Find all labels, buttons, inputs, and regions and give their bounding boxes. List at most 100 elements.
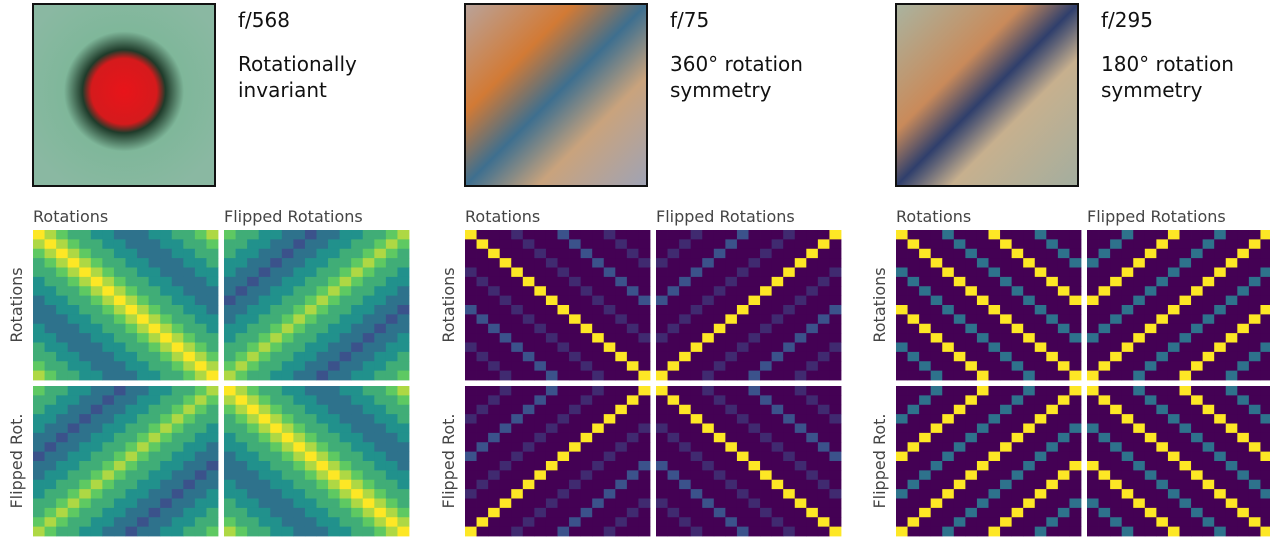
heatmap-cell (137, 498, 150, 509)
heatmap-cell (1000, 239, 1013, 250)
heatmap-cell (385, 423, 398, 434)
heatmap-cell (667, 230, 680, 240)
heatmap-cell (667, 414, 680, 424)
heatmap-cell (465, 286, 477, 297)
heatmap-cell (171, 351, 184, 362)
heatmap-cell (557, 258, 570, 268)
heatmap-cell (488, 470, 501, 481)
heatmap-cell (511, 286, 524, 297)
heatmap-cell (247, 423, 260, 434)
heatmap-cell (125, 404, 138, 415)
heatmap-cell (56, 489, 69, 499)
heatmap-cell (1023, 248, 1036, 259)
heatmap-cell (1260, 361, 1270, 372)
heatmap-cell (511, 386, 524, 396)
heatmap-cell (328, 333, 341, 343)
heatmap-cell (1202, 423, 1215, 434)
heatmap-cell (656, 333, 668, 343)
heatmap-cell (736, 342, 749, 353)
heatmap-cell (125, 230, 138, 240)
heatmap-cell (224, 333, 236, 343)
heatmap-cell (1156, 286, 1169, 297)
heatmap-cell (1034, 342, 1047, 353)
heatmap-cell (67, 267, 80, 278)
heatmap-cell (258, 517, 271, 528)
heatmap-cell (656, 507, 668, 518)
heatmap-cell (511, 423, 524, 434)
heatmap-cell (748, 470, 761, 481)
heatmap-cell (1000, 314, 1013, 325)
heatmap-cell (270, 323, 283, 334)
heatmap-cell (385, 404, 398, 415)
heatmap-cell (690, 395, 703, 406)
heatmap-cell (760, 517, 773, 528)
heatmap-cell (592, 258, 605, 268)
heatmap-cell (1202, 323, 1215, 334)
heatmap-cell (385, 489, 398, 499)
heatmap-cell (1069, 239, 1082, 250)
column-label: Flipped Rotations (224, 207, 363, 226)
heatmap-cell (351, 323, 364, 334)
heatmap-cell (1087, 323, 1099, 334)
heatmap-cell (362, 248, 375, 259)
heatmap-cell (679, 479, 692, 490)
heatmap-cell (667, 461, 680, 471)
heatmap-cell (638, 414, 651, 424)
heatmap-cell (206, 323, 219, 334)
heatmap-cell (339, 461, 352, 471)
heatmap-cell (907, 442, 920, 453)
heatmap-cell (113, 442, 126, 453)
heatmap-cell (511, 230, 524, 240)
heatmap-cell (736, 230, 749, 240)
heatmap-cell (1225, 342, 1238, 353)
heatmap-cell (1000, 517, 1013, 528)
heatmap-cell (1191, 451, 1204, 462)
row-label: Flipped Rot. (870, 413, 889, 508)
heatmap-cell (1248, 517, 1261, 528)
heatmap-cell (794, 333, 807, 343)
heatmap-cell (171, 423, 184, 434)
heatmap-cell (1202, 432, 1215, 443)
heatmap-cell (56, 414, 69, 424)
heatmap-cell (638, 526, 651, 537)
heatmap-cell (942, 295, 955, 306)
heatmap-cell (362, 517, 375, 528)
heatmap-cell (638, 267, 651, 278)
heatmap-cell (1214, 517, 1227, 528)
heatmap-cell (725, 395, 738, 406)
heatmap-cell (1034, 526, 1047, 537)
heatmap-cell (1179, 498, 1192, 509)
heatmap-cell (194, 370, 207, 381)
heatmap-cell (56, 507, 69, 518)
heatmap-cell (476, 267, 489, 278)
heatmap-cell (1057, 526, 1070, 537)
heatmap-cell (270, 470, 283, 481)
heatmap-cell (160, 432, 173, 443)
heatmap-cell (362, 432, 375, 443)
heatmap-cell (171, 442, 184, 453)
heatmap-cell (1000, 526, 1013, 537)
heatmap-cell (965, 276, 978, 287)
heatmap-cell (1179, 323, 1192, 334)
heatmap-cell (725, 423, 738, 434)
heatmap-cell (1156, 479, 1169, 490)
heatmap-cell (316, 479, 329, 490)
heatmap-cell (919, 286, 932, 297)
heatmap-cell (1110, 267, 1123, 278)
heatmap-cell (1260, 498, 1270, 509)
heatmap-cell (771, 323, 784, 334)
heatmap-cell (511, 479, 524, 490)
heatmap-cell (534, 386, 547, 396)
heatmap-cell (580, 333, 593, 343)
heatmap-cell (679, 314, 692, 325)
heatmap-cell (1110, 351, 1123, 362)
heatmap-cell (44, 386, 57, 396)
heatmap-cell (771, 470, 784, 481)
heatmap-cell (771, 239, 784, 250)
heatmap-cell (304, 395, 317, 406)
heatmap-cell (557, 442, 570, 453)
heatmap-cell (713, 305, 726, 315)
heatmap-cell (171, 404, 184, 415)
heatmap-cell (1034, 258, 1047, 268)
heatmap-cell (1167, 442, 1180, 453)
